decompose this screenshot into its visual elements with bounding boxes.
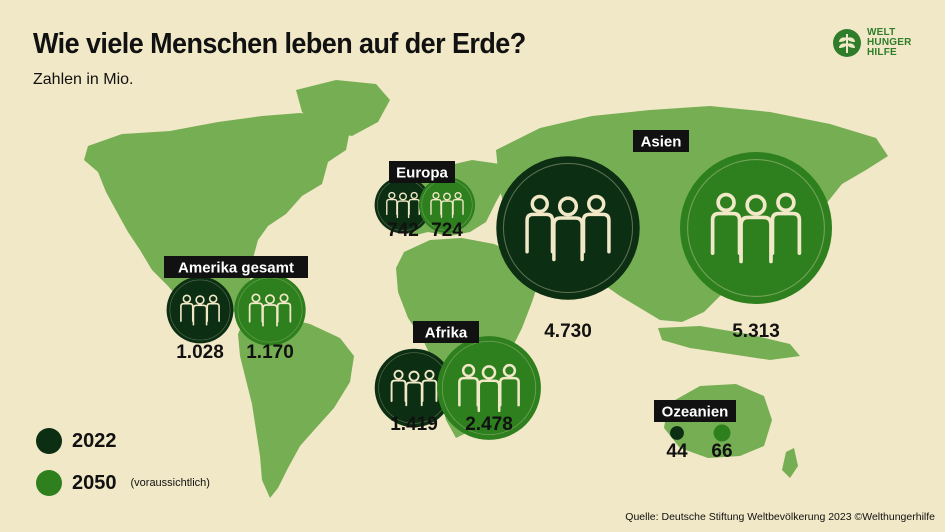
value-label-ozeanien-2050: 66 xyxy=(711,441,732,462)
bubble-circle-ozeanien-2022 xyxy=(670,426,684,440)
bubble-ozeanien-2022 xyxy=(670,426,684,440)
logo-line-1: WELT xyxy=(867,27,896,38)
value-label-afrika-2050: 2.478 xyxy=(465,414,513,435)
legend-swatch-2050 xyxy=(36,470,62,496)
region-label-asien: Asien xyxy=(633,130,689,152)
people-icon xyxy=(710,192,802,264)
bubble-layer xyxy=(166,152,832,442)
region-label-text-afrika: Afrika xyxy=(425,325,468,342)
value-label-afrika-2022: 1.419 xyxy=(390,414,438,435)
bubble-circle-europa-2050 xyxy=(418,176,476,234)
source-note: Quelle: Deutsche Stiftung Weltbevölkerun… xyxy=(625,511,935,523)
page-title: Wie viele Menschen leben auf der Erde? xyxy=(33,28,526,60)
bubble-ozeanien-2050 xyxy=(713,424,731,442)
bubble-circle-europa-2022 xyxy=(374,176,432,234)
legend-label-2050: 2050 xyxy=(72,471,117,494)
legend-label-2022: 2022 xyxy=(72,429,117,452)
bubble-circle-ozeanien-2050 xyxy=(713,424,731,442)
wheat-leaf-icon xyxy=(833,29,861,57)
region-label-bg-asien xyxy=(633,130,689,152)
region-label-text-asien: Asien xyxy=(641,134,682,151)
bubble-asien-2022 xyxy=(496,156,640,300)
region-label-bg-amerika-gesamt xyxy=(164,256,308,278)
legend-note-2050: (voraussichtlich) xyxy=(130,477,210,489)
people-icon xyxy=(180,294,220,326)
page-subtitle: Zahlen in Mio. xyxy=(33,71,134,88)
people-icon xyxy=(458,363,520,413)
bubble-circle-asien-2022 xyxy=(496,156,640,300)
region-label-text-europa: Europa xyxy=(396,165,448,182)
value-label-amerika-gesamt-2022: 1.028 xyxy=(176,342,224,363)
map-indonesia xyxy=(658,326,800,360)
region-label-afrika: Afrika xyxy=(413,321,479,343)
value-label-asien-2022: 4.730 xyxy=(544,321,592,342)
region-label-bg-ozeanien xyxy=(654,400,736,422)
map-north-america xyxy=(84,113,350,332)
bubble-circle-amerika-gesamt-2050 xyxy=(234,274,306,346)
bubble-circle-afrika-2022 xyxy=(374,348,454,428)
map-greenland xyxy=(296,80,390,136)
people-icon xyxy=(248,293,292,327)
value-label-ozeanien-2022: 44 xyxy=(666,441,688,462)
bubble-circle-afrika-2050 xyxy=(437,336,541,440)
bubble-circle-amerika-gesamt-2022 xyxy=(166,276,234,344)
value-label-europa-2050: 724 xyxy=(431,220,463,241)
legend-swatch-2022 xyxy=(36,428,62,454)
people-icon xyxy=(386,191,420,219)
label-layer: Amerika gesamt 1.028 1.170 Europa 742 724 Afri… xyxy=(164,130,780,462)
logo-line-3: HILFE xyxy=(867,47,897,58)
region-label-bg-europa xyxy=(389,161,455,183)
value-label-amerika-gesamt-2050: 1.170 xyxy=(246,342,294,363)
map-new-zealand xyxy=(782,448,798,478)
bubble-afrika-2050 xyxy=(437,336,541,440)
region-label-bg-afrika xyxy=(413,321,479,343)
bubble-amerika-gesamt-2050 xyxy=(234,274,306,346)
legend-item-2022: 2022 xyxy=(36,428,117,454)
legend-item-2050: 2050 (voraussichtlich) xyxy=(36,470,210,496)
logo: WELT HUNGER HILFE xyxy=(832,28,912,58)
people-icon xyxy=(430,191,464,219)
map-south-america xyxy=(238,316,354,498)
region-label-europa: Europa xyxy=(389,161,455,183)
bubble-europa-2022 xyxy=(374,176,432,234)
region-label-text-amerika-gesamt: Amerika gesamt xyxy=(178,260,294,277)
bubble-circle-asien-2050 xyxy=(680,152,832,304)
value-label-asien-2050: 5.313 xyxy=(732,321,780,342)
value-label-europa-2022: 742 xyxy=(387,220,419,241)
bubble-amerika-gesamt-2022 xyxy=(166,276,234,344)
region-label-text-ozeanien: Ozeanien xyxy=(662,404,729,421)
people-icon xyxy=(525,194,611,262)
region-label-amerika-gesamt: Amerika gesamt xyxy=(164,256,308,278)
people-icon xyxy=(390,369,438,407)
bubble-europa-2050 xyxy=(418,176,476,234)
logo-line-2: HUNGER xyxy=(867,37,912,48)
bubble-asien-2050 xyxy=(680,152,832,304)
region-label-ozeanien: Ozeanien xyxy=(654,400,736,422)
